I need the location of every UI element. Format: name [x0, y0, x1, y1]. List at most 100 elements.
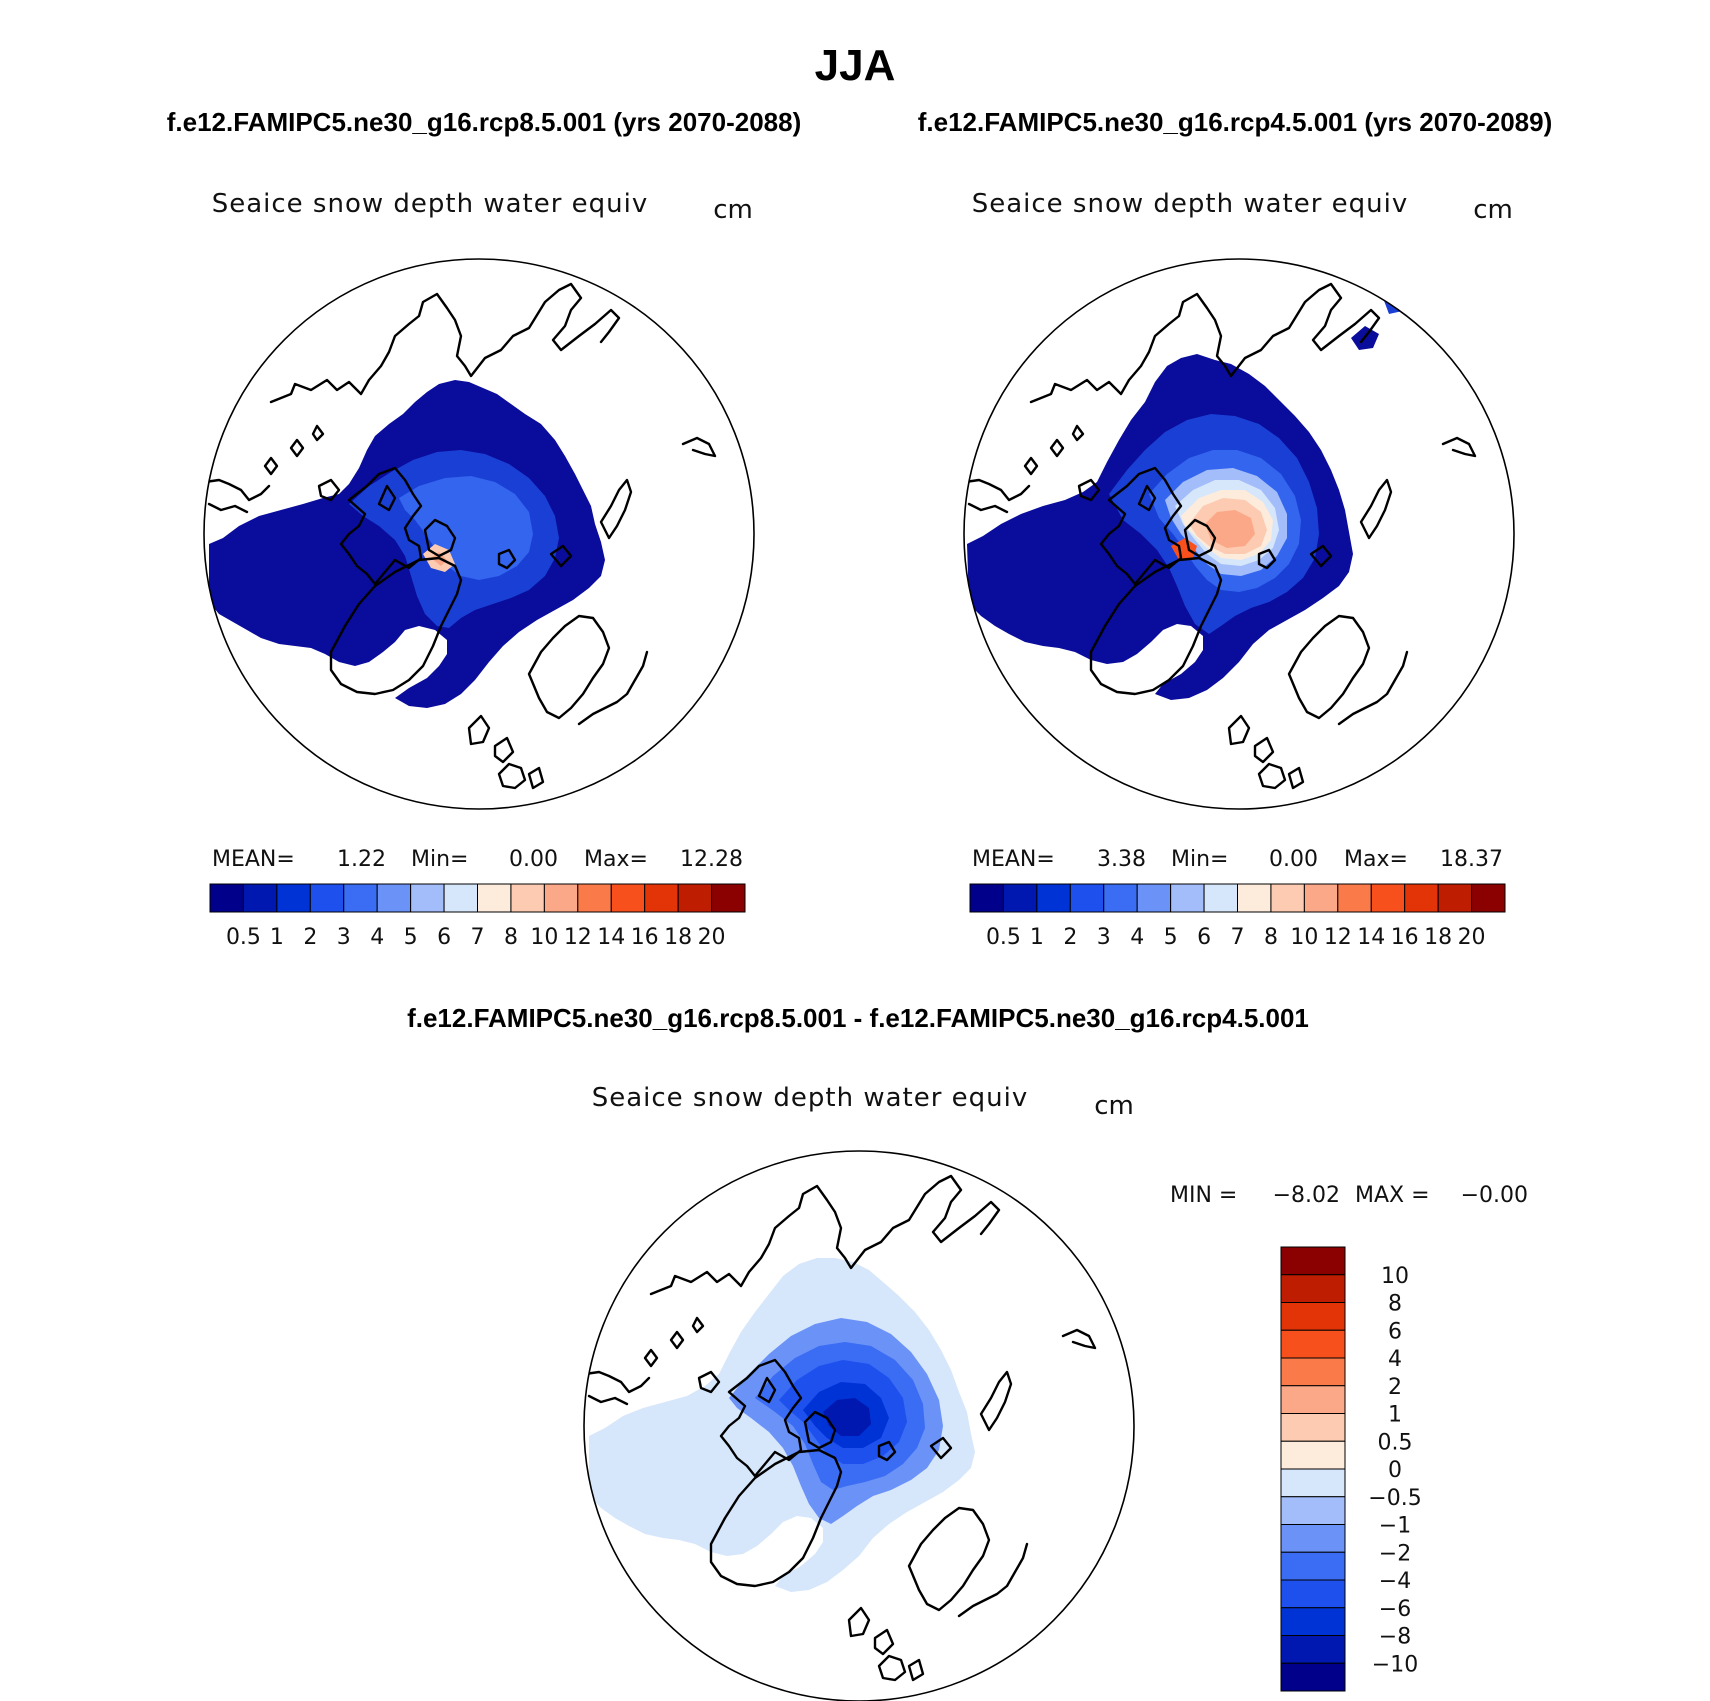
left-colorbar-tick-label: 1 — [270, 925, 284, 950]
left-colorbar-tick-label: 7 — [471, 925, 485, 950]
right-min-label: Min= — [1171, 847, 1228, 872]
left-panel: Seaice snow depth water equiv cm MEAN= 1… — [203, 189, 755, 950]
right-units-label: cm — [1473, 195, 1513, 225]
left-colorbar-tick-label: 8 — [504, 925, 518, 950]
right-mean-label: MEAN= — [972, 847, 1055, 872]
left-colorbar-tick-label: 14 — [597, 925, 625, 950]
left-colorbar-swatch-14 — [677, 883, 713, 913]
right-snow-field — [964, 259, 1514, 809]
right-colorbar-tick-label: 2 — [1063, 925, 1077, 950]
right-panel: Seaice snow depth water equiv cm — [963, 189, 1515, 950]
right-mean-value: 3.38 — [1097, 847, 1146, 872]
left-min-value: 0.00 — [509, 847, 558, 872]
diff-colorbar-tick-label: 1 — [1388, 1403, 1402, 1428]
left-min-label: Min= — [411, 847, 468, 872]
diff-map-boundary — [583, 1150, 1135, 1701]
right-colorbar-swatch-9 — [1270, 883, 1305, 913]
left-max-value: 12.28 — [680, 847, 743, 872]
right-colorbar-swatch-1 — [1002, 883, 1038, 913]
diff-colorbar-swatch-7 — [1280, 1440, 1346, 1470]
diff-max-label: MAX = — [1355, 1183, 1430, 1208]
left-colorbar-tick-label: 16 — [631, 925, 659, 950]
right-colorbar-swatch-10 — [1303, 883, 1339, 913]
diff-colorbar-tick-label: 8 — [1388, 1292, 1402, 1317]
left-colorbar-tick-label: 10 — [530, 925, 558, 950]
right-map — [963, 258, 1515, 810]
diff-panel: Seaice snow depth water equiv cm MIN = −… — [583, 1083, 1528, 1701]
right-colorbar-swatch-0 — [969, 883, 1004, 913]
left-colorbar-swatch-11 — [577, 883, 612, 913]
diff-colorbar-tick-label: 4 — [1388, 1347, 1402, 1372]
left-map-boundary — [203, 258, 755, 810]
right-colorbar-tick-label: 14 — [1357, 925, 1385, 950]
diff-colorbar-tick-label: 10 — [1381, 1264, 1409, 1289]
right-colorbar-swatch-5 — [1136, 883, 1172, 913]
diff-colorbar-tick-label: −0.5 — [1368, 1486, 1421, 1511]
left-colorbar-swatch-8 — [477, 883, 512, 913]
left-colorbar-swatch-1 — [242, 883, 278, 913]
diff-max-value: −0.00 — [1461, 1183, 1528, 1208]
right-colorbar-swatch-7 — [1203, 883, 1238, 913]
right-colorbar: 0.5 1 2 3 4 5 6 7 8 10 12 14 16 18 20 — [969, 883, 1506, 950]
right-colorbar-swatch-2 — [1036, 883, 1071, 913]
left-case-title: f.e12.FAMIPC5.ne30_g16.rcp8.5.001 (yrs 2… — [167, 107, 802, 137]
right-colorbar-tick-label: 18 — [1424, 925, 1452, 950]
left-mean-label: MEAN= — [212, 847, 295, 872]
diff-colorbar-tick-label: −10 — [1372, 1652, 1418, 1677]
left-field-label: Seaice snow depth water equiv — [212, 189, 649, 219]
right-colorbar-tick-label: 6 — [1197, 925, 1211, 950]
diff-colorbar-swatch-9 — [1280, 1496, 1346, 1525]
diff-colorbar-swatch-10 — [1280, 1524, 1346, 1553]
right-case-title: f.e12.FAMIPC5.ne30_g16.rcp4.5.001 (yrs 2… — [918, 107, 1553, 137]
diff-colorbar-swatch-5 — [1280, 1385, 1346, 1414]
right-min-value: 0.00 — [1269, 847, 1318, 872]
right-colorbar-swatch-8 — [1237, 883, 1272, 913]
left-colorbar-swatch-12 — [610, 883, 646, 913]
left-colorbar-swatch-13 — [644, 883, 679, 913]
diff-colorbar-tick-label: 0 — [1388, 1458, 1402, 1483]
right-max-label: Max= — [1344, 847, 1408, 872]
diff-colorbar-swatch-1 — [1280, 1274, 1346, 1303]
right-colorbar-swatch-13 — [1404, 883, 1439, 913]
right-colorbar-tick-label: 7 — [1231, 925, 1245, 950]
right-colorbar-tick-label: 3 — [1097, 925, 1111, 950]
right-colorbar-swatch-12 — [1370, 883, 1406, 913]
figure-title: JJA — [815, 41, 896, 90]
right-colorbar-tick-label: 5 — [1164, 925, 1178, 950]
diff-colorbar-swatch-13 — [1280, 1607, 1346, 1636]
diff-colorbar-tick-label: −8 — [1379, 1625, 1411, 1650]
left-max-label: Max= — [584, 847, 648, 872]
diff-colorbar-swatch-15 — [1280, 1662, 1346, 1692]
left-colorbar-tick-label: 18 — [664, 925, 692, 950]
left-colorbar-tick-label: 12 — [564, 925, 592, 950]
diff-colorbar-swatch-3 — [1280, 1329, 1346, 1359]
diff-colorbar-tick-label: 2 — [1388, 1375, 1402, 1400]
right-max-value: 18.37 — [1440, 847, 1503, 872]
right-colorbar-tick-label: 8 — [1264, 925, 1278, 950]
left-colorbar-swatch-9 — [510, 883, 545, 913]
left-colorbar: 0.5 1 2 3 4 5 6 7 8 10 12 14 16 18 20 — [209, 883, 746, 950]
right-colorbar-swatch-14 — [1437, 883, 1473, 913]
left-colorbar-swatch-4 — [343, 883, 378, 913]
left-colorbar-swatch-2 — [276, 883, 311, 913]
diff-colorbar-tick-label: −6 — [1379, 1597, 1411, 1622]
diff-colorbar-swatch-2 — [1280, 1302, 1346, 1331]
left-colorbar-swatch-7 — [443, 883, 478, 913]
right-colorbar-swatch-15 — [1471, 883, 1506, 913]
diff-map — [583, 1150, 1135, 1701]
right-colorbar-tick-label: 0.5 — [986, 925, 1021, 950]
left-colorbar-tick-label: 20 — [698, 925, 726, 950]
left-colorbar-tick-label: 0.5 — [226, 925, 261, 950]
diff-colorbar: 10 86 4 2 10.5 0 −0.5 −1−2 −4 −6 −8−10 — [1280, 1246, 1422, 1692]
left-colorbar-tick-label: 4 — [370, 925, 384, 950]
diff-colorbar-tick-label: 6 — [1388, 1319, 1402, 1344]
diff-case-title: f.e12.FAMIPC5.ne30_g16.rcp8.5.001 - f.e1… — [407, 1003, 1309, 1033]
right-colorbar-tick-label: 12 — [1324, 925, 1352, 950]
left-colorbar-tick-label: 5 — [404, 925, 418, 950]
diff-field-label: Seaice snow depth water equiv — [592, 1083, 1029, 1113]
diff-colorbar-swatch-4 — [1280, 1357, 1346, 1387]
left-map — [203, 258, 755, 810]
right-colorbar-swatch-4 — [1103, 883, 1138, 913]
left-colorbar-tick-label: 6 — [437, 925, 451, 950]
